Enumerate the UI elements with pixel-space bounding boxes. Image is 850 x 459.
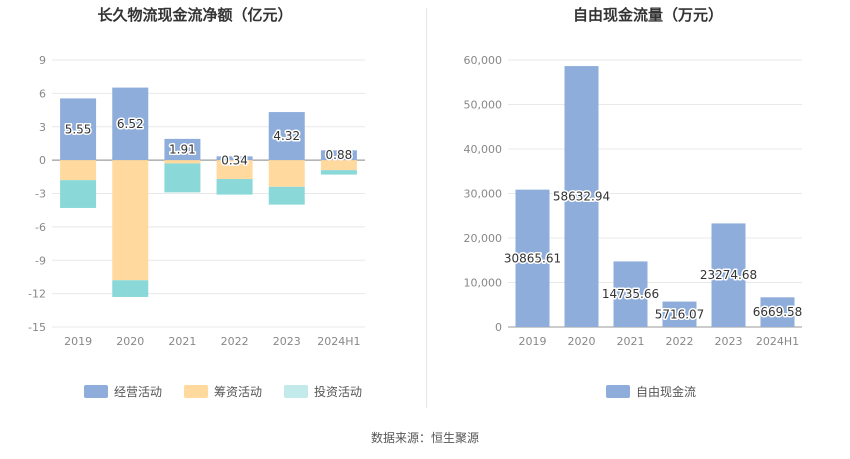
data-label: 6.52 [117,117,144,131]
bar-segment [564,66,599,327]
data-label: 1.91 [169,143,196,157]
legend-swatch [84,385,108,398]
data-label: 4.32 [273,129,300,143]
x-tick-label: 2021 [168,335,196,348]
data-source-note: 数据来源：恒生聚源 [370,431,479,445]
legend-label: 经营活动 [114,385,162,399]
y-tick-label: 3 [39,121,46,134]
y-tick-label: 10,000 [464,277,503,290]
x-tick-label: 2024H1 [317,335,360,348]
bar-segment [760,297,795,327]
bar-segment [216,179,253,195]
bar-segment [320,150,357,161]
bar-segment [112,87,149,161]
data-label: 14735.66 [602,287,659,301]
bar-segment [164,160,201,164]
legend-swatch [184,385,208,398]
net-cash-flow-chart: 长久物流现金流净额（亿元） 9 6 3 0 -3 -6 -9 -12 -15 5.55 6.52 1.9… [28,6,365,399]
data-label: 30865.61 [504,251,561,265]
x-tick-label: 2020 [116,335,144,348]
data-label: 0.88 [326,148,353,162]
y-tick-label: -12 [28,288,46,301]
bar-segment [613,261,648,327]
y-tick-label: 50,000 [464,99,503,112]
bar-segment [60,180,97,208]
y-tick-label: 60,000 [464,54,503,67]
x-tick-label: 2023 [273,335,301,348]
y-tick-label: -9 [35,254,46,267]
bar-segment [112,160,149,281]
legend-label: 投资活动 [314,384,362,399]
bar-segment [662,301,697,327]
free-cash-flow-chart: 自由现金流量（万元） 60,000 50,000 40,000 30,000 20,000… [464,6,804,399]
bar-segment [216,160,253,180]
net-cash-flow-panel: 长久物流现金流净额（亿元） 9 6 3 0 -3 -6 -9 -12 -15 5.55 6.52 1.9… [0,0,425,410]
panel-divider [426,8,427,408]
bar-segment [60,98,97,161]
legend-swatch [606,385,630,398]
bar-segment [268,160,305,187]
data-label: 58632.94 [553,190,610,204]
legend-label: 筹资活动 [214,385,262,399]
y-tick-label: 0 [39,154,46,167]
legend-label: 自由现金流 [636,384,696,399]
bar-segment [711,223,746,327]
bar-segment [164,163,201,193]
y-tick-label: -15 [28,321,46,334]
y-tick-label: 20,000 [464,232,503,245]
bar-segment [164,138,201,161]
y-tick-label: -6 [35,221,46,234]
data-label: 6669.58 [753,305,803,319]
data-label: 23274.68 [700,268,757,282]
x-tick-label: 2022 [666,335,694,348]
data-label: 0.34 [221,153,248,167]
y-tick-label: 30,000 [464,188,503,201]
bar-segment [268,112,305,161]
x-tick-label: 2022 [221,335,249,348]
x-tick-label: 2019 [519,335,547,348]
y-tick-label: 6 [39,87,46,100]
bar-segment [60,160,97,181]
x-tick-label: 2023 [715,335,743,348]
y-tick-label: 9 [39,54,46,67]
bar-segment [320,170,357,175]
free-cash-flow-panel: 自由现金流量（万元） 60,000 50,000 40,000 30,000 20,000… [428,0,850,410]
bar-segment [515,189,550,327]
bar-segment [320,160,357,171]
data-label: 5716.07 [655,307,705,321]
y-tick-label: -3 [35,188,46,201]
bar-segment [216,156,253,161]
chart-title: 自由现金流量（万元） [573,6,723,24]
x-tick-label: 2020 [568,335,596,348]
data-label: 5.55 [65,122,92,136]
y-tick-label: 40,000 [464,143,503,156]
x-tick-label: 2021 [617,335,645,348]
y-tick-label: 0 [495,321,502,334]
bar-segment [268,186,305,205]
legend-swatch [284,385,308,398]
chart-title: 长久物流现金流净额（亿元） [97,6,292,24]
x-tick-label: 2019 [64,335,92,348]
bar-segment [112,280,149,297]
x-tick-label: 2024H1 [756,335,799,348]
